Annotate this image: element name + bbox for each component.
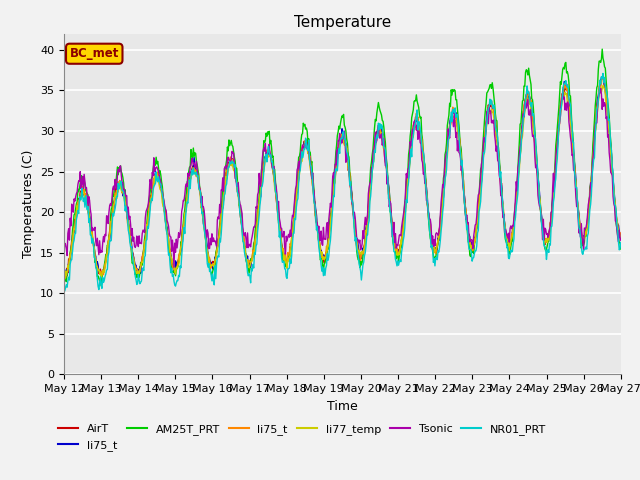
Legend: AirT, li75_t, AM25T_PRT, li75_t, li77_temp, Tsonic, NR01_PRT: AirT, li75_t, AM25T_PRT, li75_t, li77_te… — [58, 424, 547, 451]
Text: BC_met: BC_met — [70, 47, 119, 60]
Title: Temperature: Temperature — [294, 15, 391, 30]
X-axis label: Time: Time — [327, 400, 358, 413]
Y-axis label: Temperatures (C): Temperatures (C) — [22, 150, 35, 258]
